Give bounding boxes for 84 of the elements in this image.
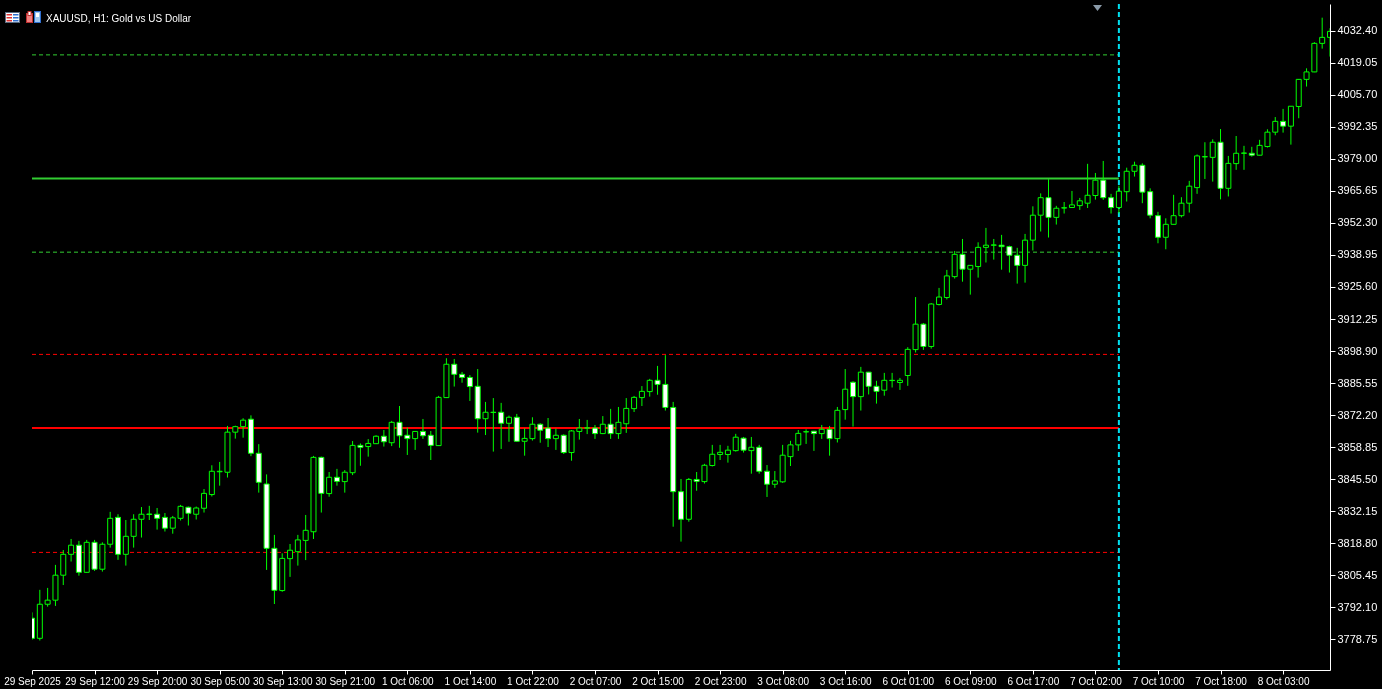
candlestick	[764, 464, 771, 498]
x-tick-label: 1 Oct 06:00	[381, 675, 435, 687]
candlestick	[1061, 201, 1068, 215]
x-tick-label: 29 Sep 12:00	[65, 675, 126, 687]
candlestick	[1068, 190, 1075, 209]
x-tick-label: 1 Oct 22:00	[507, 675, 560, 687]
candlestick	[68, 538, 75, 563]
candlestick	[842, 368, 849, 421]
candlestick	[208, 464, 215, 497]
y-tick-label: 3805.45	[1337, 568, 1378, 581]
candlestick	[326, 471, 333, 498]
candlestick	[638, 385, 645, 407]
candlestick	[943, 269, 950, 300]
candlestick	[1147, 187, 1154, 219]
x-tick-label: 29 Sep 20:00	[127, 675, 188, 687]
y-tick-label: 4032.40	[1337, 24, 1378, 37]
candlestick	[803, 428, 810, 445]
x-tick-label: 1 Oct 14:00	[444, 675, 497, 687]
candlestick	[1154, 211, 1161, 244]
candlestick	[201, 488, 208, 514]
y-tick-label: 3885.55	[1337, 376, 1378, 389]
x-tick-label: 2 Oct 07:00	[569, 675, 622, 687]
x-tick-label: 6 Oct 09:00	[944, 675, 998, 687]
candlestick	[459, 371, 466, 384]
candlestick	[896, 377, 903, 391]
x-tick-label: 7 Oct 10:00	[1132, 675, 1185, 687]
candlestick	[419, 418, 426, 440]
x-tick-label: 29 Sep 2025	[4, 675, 62, 687]
candlestick	[466, 374, 473, 402]
x-tick-label: 30 Sep 21:00	[315, 675, 376, 687]
y-tick-label: 3925.60	[1337, 280, 1378, 293]
y-tick-label: 3872.20	[1337, 408, 1378, 421]
candlestick	[412, 430, 419, 451]
candlestick	[889, 372, 896, 389]
candlestick	[287, 543, 294, 578]
candlestick	[505, 415, 512, 443]
candlestick	[154, 507, 161, 531]
candlestick	[498, 402, 505, 450]
candlestick	[240, 417, 247, 439]
y-tick-label: 3778.75	[1337, 632, 1378, 645]
y-tick-label: 3818.80	[1337, 536, 1378, 549]
candlestick	[552, 428, 559, 451]
x-tick-label: 30 Sep 13:00	[252, 675, 313, 687]
candlestick	[161, 512, 168, 533]
x-tick-label: 2 Oct 15:00	[632, 675, 685, 687]
candlestick	[294, 534, 301, 567]
x-tick-label: 3 Oct 08:00	[757, 675, 810, 687]
candlestick	[850, 380, 857, 428]
text: XAUUSD, H1: Gold vs US Dollar	[46, 13, 192, 24]
x-tick-label: 7 Oct 02:00	[1070, 675, 1123, 687]
x-tick-label: 8 Oct 03:00	[1257, 675, 1310, 687]
x-tick-label: 30 Sep 05:00	[190, 675, 251, 687]
y-tick-label: 3858.85	[1337, 440, 1378, 453]
candlestick	[333, 468, 340, 487]
x-tick-label: 6 Oct 17:00	[1007, 675, 1060, 687]
candlestick	[1115, 185, 1122, 214]
candlestick	[1108, 193, 1115, 215]
candlestick	[975, 241, 982, 279]
candlestick	[1280, 108, 1287, 134]
y-tick-label: 3792.10	[1337, 600, 1378, 613]
x-tick-label: 7 Oct 18:00	[1195, 675, 1248, 687]
y-tick-label: 3938.95	[1337, 248, 1378, 261]
candlestick	[1201, 141, 1208, 180]
y-tick-label: 3992.35	[1337, 120, 1378, 133]
candlestick	[1240, 145, 1247, 171]
y-tick-label: 3898.90	[1337, 344, 1378, 357]
candlestick	[545, 417, 552, 448]
candlestick	[724, 445, 731, 464]
x-tick-label: 6 Oct 01:00	[882, 675, 935, 687]
y-tick-label: 3912.25	[1337, 312, 1378, 325]
y-tick-label: 4005.70	[1337, 88, 1378, 101]
candlestick	[1287, 105, 1294, 146]
x-tick-label: 2 Oct 23:00	[694, 675, 747, 687]
candlestick	[717, 444, 724, 461]
y-tick-label: 3845.50	[1337, 472, 1378, 485]
y-tick-label: 3832.15	[1337, 504, 1378, 517]
y-tick-label: 3979.00	[1337, 152, 1378, 165]
candlestick	[982, 227, 989, 263]
y-tick-label: 4019.05	[1337, 56, 1378, 69]
y-tick-label: 3965.65	[1337, 184, 1378, 197]
candlestick	[591, 424, 598, 440]
y-tick-label: 3952.30	[1337, 216, 1378, 229]
candlestick	[380, 429, 387, 448]
x-tick-label: 3 Oct 16:00	[819, 675, 872, 687]
